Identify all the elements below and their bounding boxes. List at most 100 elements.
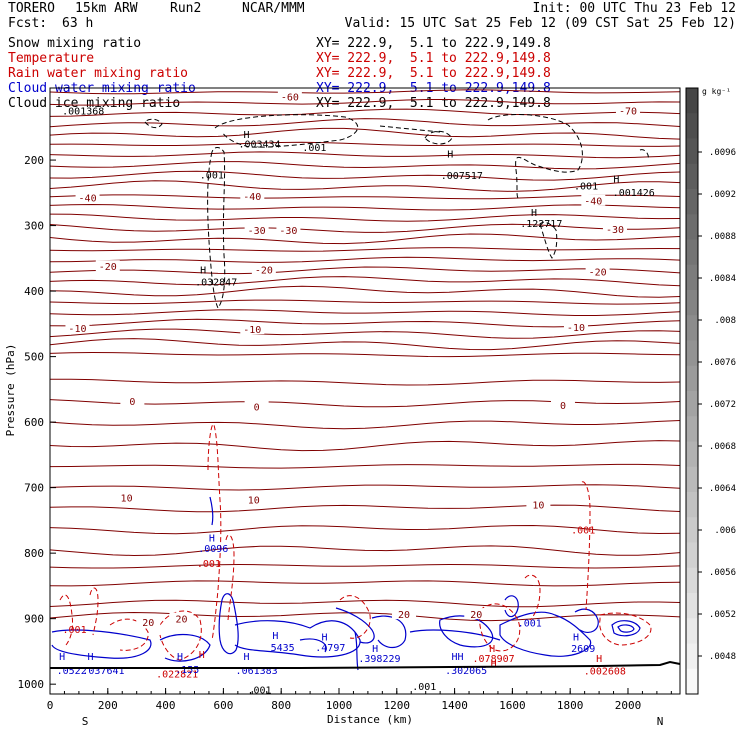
cloud-water-contour bbox=[51, 629, 152, 659]
temp-label-bg bbox=[244, 224, 269, 236]
colorbar-swatch bbox=[686, 88, 698, 114]
rain-water-contour bbox=[225, 534, 235, 621]
temp-label-bg bbox=[602, 222, 627, 234]
x-tick-label: 200 bbox=[98, 699, 118, 712]
temp-label-bg bbox=[464, 608, 489, 620]
maxima-label: .037641 bbox=[82, 666, 124, 677]
colorbar-swatch bbox=[686, 138, 698, 165]
temp-contour-label: -30 bbox=[248, 226, 266, 237]
field-name-snow: Snow mixing ratio bbox=[8, 36, 142, 51]
maxima-label: .302065 bbox=[445, 666, 487, 677]
colorbar-swatch bbox=[686, 264, 698, 291]
temp-label-bg bbox=[120, 395, 145, 407]
temp-label-bg bbox=[65, 321, 90, 333]
colorbar-label: .0092 bbox=[709, 190, 736, 200]
temp-contour-label: 0 bbox=[560, 401, 566, 412]
temp-contour-label: -40 bbox=[79, 193, 97, 204]
maxima-label: .0096 bbox=[198, 544, 228, 555]
temp-label-bg bbox=[114, 491, 139, 503]
maxima-label: .001 bbox=[200, 170, 224, 181]
isotherm-line bbox=[50, 338, 680, 351]
maxima-label: H bbox=[573, 632, 579, 643]
isotherm-line bbox=[50, 378, 680, 386]
isotherm-line bbox=[50, 599, 680, 608]
temp-label-bg bbox=[276, 224, 301, 236]
maxima-label: .001 bbox=[63, 625, 87, 636]
temp-contour-label: 0 bbox=[129, 397, 135, 408]
temp-label-bg bbox=[75, 191, 100, 203]
y-tick-label: 200 bbox=[24, 154, 44, 167]
temperature-isotherms bbox=[50, 89, 680, 622]
maxima-label: H bbox=[491, 659, 497, 670]
isotherm-line bbox=[50, 440, 680, 452]
maxima-label: .003434 bbox=[238, 140, 280, 151]
colorbar-label: .0084 bbox=[709, 274, 736, 284]
isotherm-line bbox=[50, 141, 680, 147]
x-tick-label: 800 bbox=[271, 699, 291, 712]
isotherm-line bbox=[50, 213, 680, 222]
rain-water-contour bbox=[159, 610, 202, 661]
temp-label-bg bbox=[550, 399, 575, 411]
maxima-label: .001 bbox=[197, 559, 221, 570]
colorbar-swatch bbox=[686, 466, 698, 493]
rain-water-contour bbox=[524, 574, 541, 621]
maxima-label: H bbox=[243, 652, 249, 663]
temp-label-bg bbox=[240, 323, 265, 335]
temp-label-bg bbox=[563, 321, 588, 333]
cloud-water-contour bbox=[574, 608, 599, 633]
isotherm-line bbox=[50, 524, 680, 535]
snow-contours bbox=[144, 114, 649, 309]
maxima-label: H bbox=[243, 130, 249, 141]
x-axis-title: Distance (km) bbox=[327, 713, 413, 726]
maxima-label: .022821 bbox=[156, 670, 198, 681]
temp-label-bg bbox=[581, 194, 606, 206]
y-tick-label: 700 bbox=[24, 482, 44, 495]
isotherm-line bbox=[50, 203, 680, 211]
maxima-label: H bbox=[59, 652, 65, 663]
plot-frame bbox=[49, 87, 681, 695]
terrain-line bbox=[50, 660, 681, 669]
colorbar-swatch bbox=[686, 517, 698, 543]
temp-contour-label: 0 bbox=[254, 402, 260, 413]
cloud-water-contour bbox=[218, 593, 239, 655]
isotherm-line bbox=[50, 484, 680, 491]
isotherm-line bbox=[50, 223, 680, 233]
colorbar-swatch bbox=[686, 492, 698, 518]
temp-contour-label: -20 bbox=[589, 267, 607, 278]
isotherm-line bbox=[50, 256, 680, 263]
cloud-water-contour bbox=[409, 629, 501, 641]
colorbar-label: .0052 bbox=[709, 610, 736, 620]
y-axis-title: Pressure (hPa) bbox=[4, 344, 17, 437]
snow-contour bbox=[487, 114, 583, 199]
maxima-label: H bbox=[199, 650, 205, 661]
colorbar-label: .0056 bbox=[709, 568, 736, 578]
isotherm-line bbox=[50, 299, 680, 305]
y-tick-label: 1000 bbox=[18, 678, 45, 691]
temp-contour-label: -10 bbox=[68, 324, 86, 335]
maxima-label: .007517 bbox=[441, 171, 483, 182]
isotherm-line bbox=[50, 89, 680, 95]
maxima-label: .398229 bbox=[358, 654, 400, 665]
rain-water-contour bbox=[207, 423, 222, 641]
maxima-label: H bbox=[613, 174, 619, 185]
maxima-label: 2609 bbox=[571, 644, 595, 655]
x-tick-label: 600 bbox=[213, 699, 233, 712]
maxima-label: H bbox=[489, 644, 495, 655]
colorbar-label: .008 bbox=[714, 316, 736, 326]
colorbar-swatch bbox=[686, 416, 698, 442]
maxima-label: H bbox=[596, 654, 602, 665]
org-label: NCAR/MMM bbox=[242, 1, 305, 16]
y-tick-label: 900 bbox=[24, 613, 44, 626]
temp-contour-label: -10 bbox=[567, 323, 585, 334]
temp-contour-label: -40 bbox=[243, 192, 261, 203]
isotherm-line bbox=[50, 463, 680, 469]
colorbar-label: .006 bbox=[714, 526, 736, 536]
temp-label-bg bbox=[169, 612, 194, 624]
y-tick-label: 500 bbox=[24, 351, 44, 364]
temp-contour-label: 10 bbox=[248, 495, 260, 506]
isotherm-line bbox=[50, 180, 680, 192]
colorbar-swatch bbox=[686, 567, 698, 594]
colorbar-swatch bbox=[686, 643, 698, 670]
snow-contour bbox=[207, 147, 226, 309]
maxima-label: .078907 bbox=[473, 654, 515, 665]
